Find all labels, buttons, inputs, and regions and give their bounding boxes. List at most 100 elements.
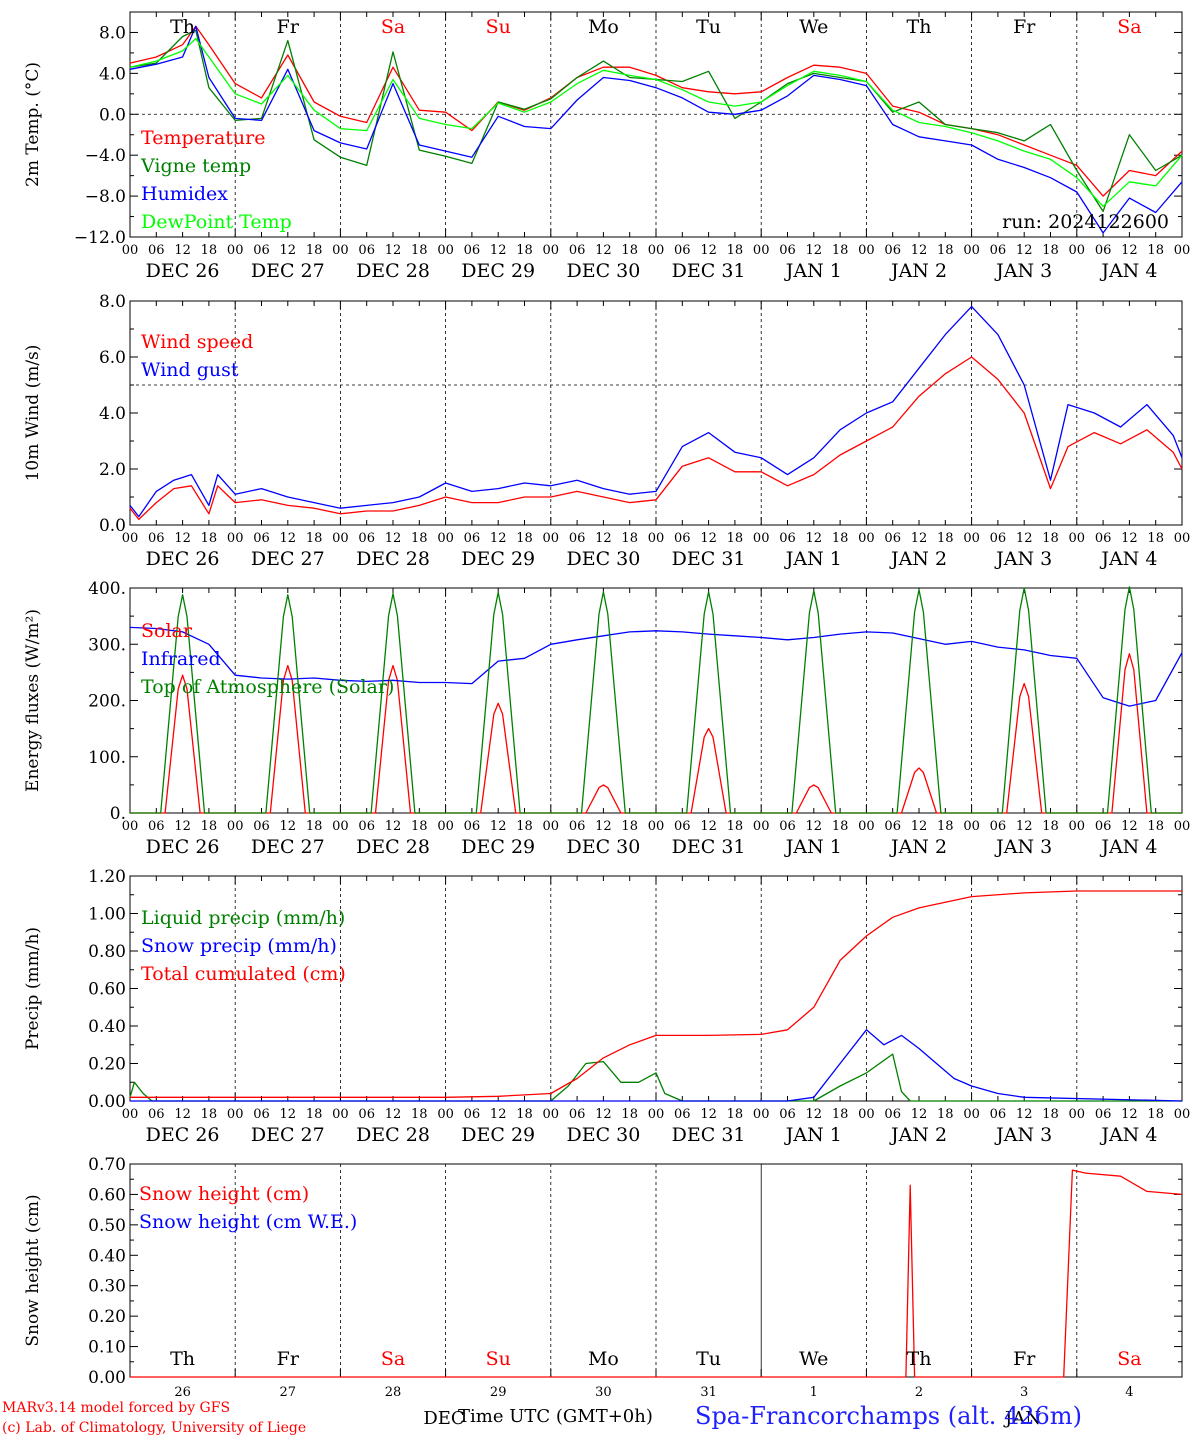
y-tick-label: 0.20 <box>88 1307 126 1327</box>
series-line-dewpoint-temp <box>129 37 1183 207</box>
date-label: DEC 30 <box>566 1124 640 1146</box>
y-tick-label: 400. <box>88 579 126 599</box>
hour-tick-label: 18 <box>832 531 849 546</box>
hour-tick-label: 18 <box>411 531 428 546</box>
hour-tick-label: 12 <box>595 819 612 834</box>
hour-tick-label: 00 <box>122 819 139 834</box>
hour-tick-label: 06 <box>990 243 1007 258</box>
hour-tick-label: 12 <box>1016 531 1033 546</box>
hour-tick-label: 12 <box>490 243 507 258</box>
y-tick-label: 4.0 <box>99 404 126 424</box>
weekday-label: Sa <box>381 1348 405 1370</box>
hour-tick-label: 12 <box>385 819 402 834</box>
hour-tick-label: 18 <box>1042 531 1059 546</box>
hour-tick-label: 18 <box>727 243 744 258</box>
hour-tick-label: 18 <box>1042 819 1059 834</box>
date-label: JAN 4 <box>1099 1124 1157 1146</box>
hour-tick-label: 00 <box>227 243 244 258</box>
hour-tick-label: 06 <box>884 531 901 546</box>
y-tick-label: 0.40 <box>88 1017 126 1037</box>
hour-tick-label: 06 <box>358 819 375 834</box>
hour-tick-label: 12 <box>174 1107 191 1122</box>
hour-tick-label: 00 <box>858 819 875 834</box>
hour-tick-label: 00 <box>227 1107 244 1122</box>
y-tick-label: 0.10 <box>88 1338 126 1358</box>
y-axis-label: Energy fluxes (W/m²) <box>23 609 43 792</box>
hour-tick-label: 00 <box>963 243 980 258</box>
panel-1 <box>129 11 1183 238</box>
y-tick-label: 1.00 <box>88 905 126 925</box>
date-label: JAN 3 <box>994 836 1052 858</box>
legend-entry: Wind speed <box>141 331 253 353</box>
series-line-snow-precip-mm-h- <box>130 1029 1183 1102</box>
hour-tick-label: 00 <box>332 819 349 834</box>
y-tick-label: 0.00 <box>88 1368 126 1388</box>
station-title: Spa-Francorchamps (alt. 426m) <box>695 1402 1082 1430</box>
weekday-label: Sa <box>1117 1348 1141 1370</box>
hour-tick-label: 06 <box>1095 1107 1112 1122</box>
date-label: JAN 2 <box>889 836 947 858</box>
date-label: DEC 28 <box>356 836 430 858</box>
hour-tick-label: 00 <box>963 531 980 546</box>
legend-entry: Infrared <box>141 648 221 670</box>
hour-tick-label: 06 <box>884 243 901 258</box>
day-number-label: 31 <box>700 1385 717 1400</box>
hour-tick-label: 00 <box>543 243 560 258</box>
hour-tick-label: 06 <box>148 531 165 546</box>
day-number-label: 26 <box>174 1385 191 1400</box>
series-line-temperature <box>129 25 1183 197</box>
weekday-label: Th <box>907 16 932 38</box>
panel-3 <box>129 586 1183 814</box>
y-tick-label: −4.0 <box>85 146 126 166</box>
hour-tick-label: 18 <box>937 1107 954 1122</box>
hour-tick-label: 18 <box>937 243 954 258</box>
hour-tick-label: 00 <box>437 243 454 258</box>
hour-tick-label: 06 <box>884 1107 901 1122</box>
weekday-label: Th <box>170 16 195 38</box>
legend-entry: Vigne temp <box>140 155 251 177</box>
hour-tick-label: 12 <box>490 531 507 546</box>
hour-tick-label: 18 <box>1147 819 1164 834</box>
hour-tick-label: 12 <box>174 243 191 258</box>
legend-entry: Total cumulated (cm) <box>141 963 346 985</box>
hour-tick-label: 12 <box>1121 531 1138 546</box>
hour-tick-label: 06 <box>358 1107 375 1122</box>
month-label-jan: JAN <box>1003 1408 1041 1429</box>
hour-tick-label: 00 <box>332 243 349 258</box>
hour-tick-label: 18 <box>306 1107 323 1122</box>
date-label: DEC 26 <box>146 836 220 858</box>
series-line-total-cumulated-cm- <box>130 890 1182 1098</box>
hour-tick-label: 18 <box>832 1107 849 1122</box>
hour-tick-label: 12 <box>806 819 823 834</box>
hour-tick-label: 12 <box>385 243 402 258</box>
hour-tick-label: 00 <box>1069 1107 1086 1122</box>
hour-tick-label: 12 <box>1121 1107 1138 1122</box>
weekday-label: Th <box>907 1348 932 1370</box>
legend-entry: Snow precip (mm/h) <box>141 935 337 957</box>
date-label: DEC 30 <box>566 260 640 282</box>
hour-tick-label: 12 <box>806 243 823 258</box>
series-line-wind-gust <box>129 305 1183 518</box>
date-label: DEC 27 <box>251 836 325 858</box>
date-label: JAN 4 <box>1099 836 1157 858</box>
legend-entry: Snow height (cm) <box>139 1183 309 1205</box>
y-tick-label: 0.00 <box>88 1092 126 1112</box>
panel-4 <box>129 875 1183 1102</box>
hour-tick-label: 12 <box>1016 243 1033 258</box>
series-line-humidex <box>129 25 1183 234</box>
hour-tick-label: 00 <box>1174 1107 1191 1122</box>
date-label: DEC 26 <box>146 260 220 282</box>
hour-tick-label: 06 <box>253 1107 270 1122</box>
date-label: JAN 3 <box>994 1124 1052 1146</box>
x-axis-title: Time UTC (GMT+0h) <box>458 1406 653 1427</box>
y-tick-label: 2.0 <box>99 460 126 480</box>
hour-tick-label: 18 <box>201 243 218 258</box>
hour-tick-label: 06 <box>674 1107 691 1122</box>
date-label: DEC 31 <box>672 548 746 570</box>
y-tick-label: 0.30 <box>88 1277 126 1297</box>
hour-tick-label: 12 <box>1016 1107 1033 1122</box>
hour-tick-label: 18 <box>621 531 638 546</box>
hour-tick-label: 06 <box>464 531 481 546</box>
hour-tick-label: 06 <box>779 531 796 546</box>
hour-tick-label: 18 <box>621 819 638 834</box>
